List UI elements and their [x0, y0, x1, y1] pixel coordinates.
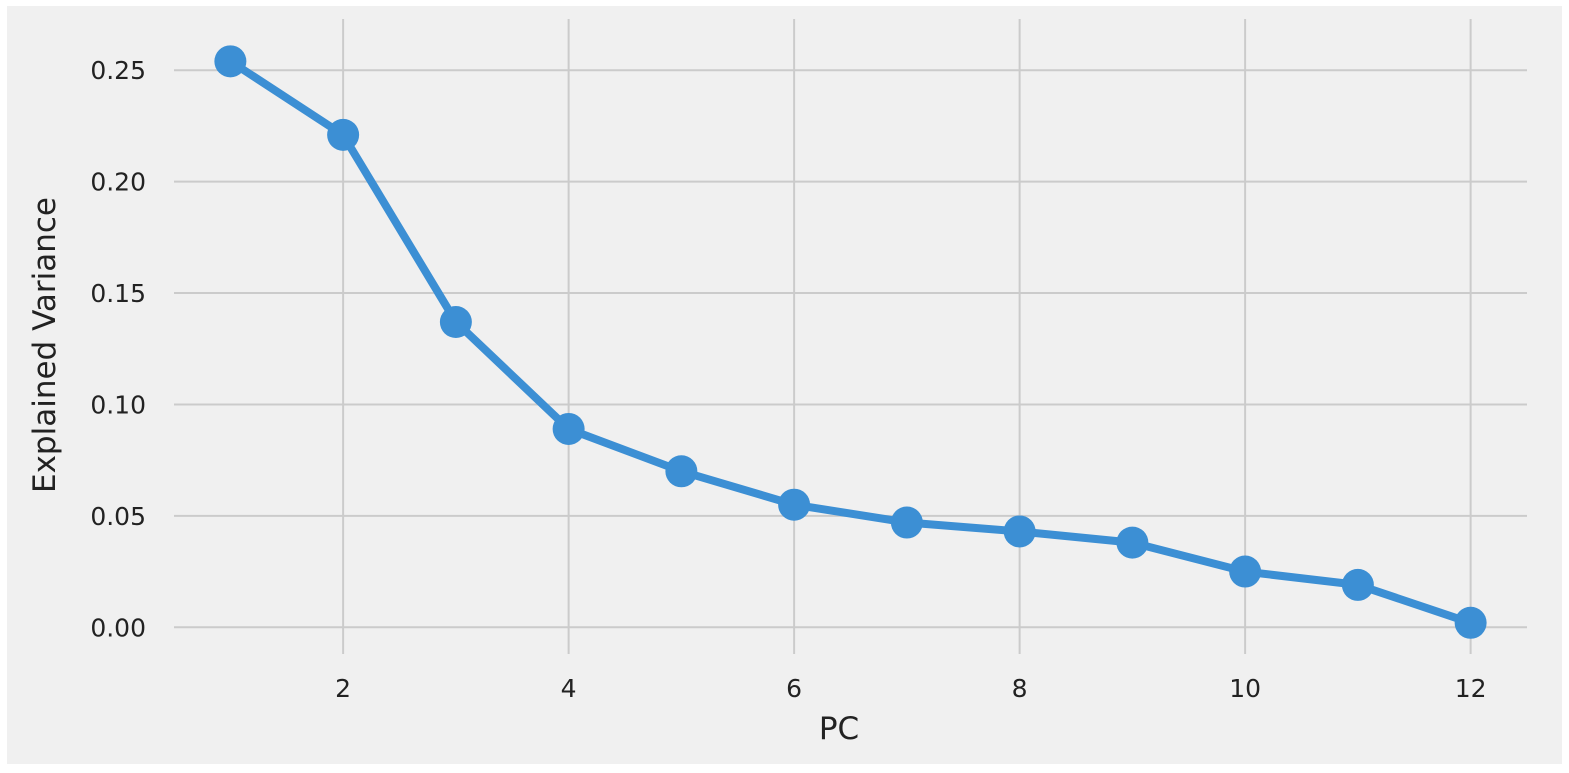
- x-tick-label: 12: [1455, 674, 1487, 703]
- x-tick-label: 2: [335, 674, 351, 703]
- data-point: [1229, 555, 1262, 588]
- data-point: [778, 488, 811, 521]
- y-axis-label: Explained Variance: [27, 197, 63, 493]
- data-point: [327, 118, 360, 151]
- x-tick-label: 4: [561, 674, 577, 703]
- x-axis-label: PC: [819, 711, 859, 747]
- y-tick-label: 0.00: [90, 613, 146, 642]
- data-point: [214, 45, 247, 78]
- y-tick-label: 0.20: [90, 168, 146, 197]
- grid-layer: [174, 19, 1527, 654]
- series-line: [226, 57, 1475, 627]
- y-tick-labels: 0.00 0.05 0.10 0.15 0.20 0.25: [90, 56, 146, 642]
- data-point: [1003, 515, 1036, 548]
- y-tick-label: 0.25: [90, 56, 146, 85]
- series-layer: [214, 45, 1487, 639]
- data-point: [1116, 526, 1149, 559]
- data-point: [665, 455, 698, 488]
- data-point: [439, 306, 472, 339]
- x-tick-label: 8: [1012, 674, 1028, 703]
- data-point: [552, 412, 585, 445]
- y-tick-label: 0.05: [90, 502, 146, 531]
- x-tick-label: 10: [1229, 674, 1261, 703]
- y-tick-label: 0.10: [90, 390, 146, 419]
- data-point: [1341, 568, 1374, 601]
- data-point: [890, 506, 923, 539]
- x-tick-label: 6: [786, 674, 802, 703]
- x-tick-labels: 2 4 6 8 10 12: [335, 674, 1486, 703]
- data-point: [1454, 606, 1487, 639]
- plot-background: [7, 6, 1562, 764]
- y-tick-label: 0.15: [90, 279, 146, 308]
